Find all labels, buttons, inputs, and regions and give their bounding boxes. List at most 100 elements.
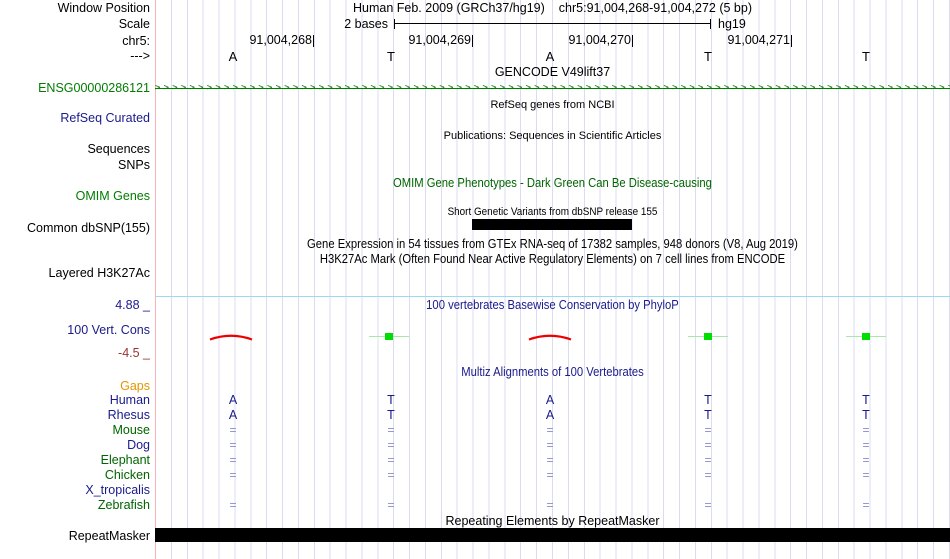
alignment-base: T <box>862 393 870 407</box>
track-title-dbsnp[interactable]: Short Genetic Variants from dbSNP releas… <box>447 206 658 218</box>
alignment-equals: = <box>546 468 554 482</box>
multiz-row-label-gaps[interactable]: Gaps <box>120 379 150 393</box>
strand-arrows-glyphs: >>>>>>>>>>>>>>>>>>>>>>>>>>>>>>>>>>>>>>>>… <box>155 83 950 93</box>
track-title-gencode[interactable]: GENCODE V49lift37 <box>494 65 611 79</box>
alignment-equals: = <box>862 498 870 512</box>
window-left-guide-line <box>155 0 156 559</box>
alignment-equals: = <box>387 438 395 452</box>
alignment-equals: = <box>862 423 870 437</box>
track-label-snps[interactable]: SNPs <box>118 158 150 172</box>
conservation-max-value: 4.88 _ <box>115 298 150 312</box>
alignment-equals: = <box>704 468 712 482</box>
alignment-base: T <box>704 408 712 422</box>
ruler-tick <box>632 35 633 47</box>
track-label-h3k27ac[interactable]: Layered H3K27Ac <box>48 266 150 280</box>
repeatmasker-item[interactable] <box>155 528 950 542</box>
ruler-position: 91,004,270 <box>568 33 631 47</box>
alignment-equals: = <box>546 498 554 512</box>
alignment-equals: = <box>387 468 395 482</box>
multiz-row-label-chicken[interactable]: Chicken <box>104 468 150 482</box>
phylop-positive-mark <box>209 334 253 341</box>
strand-direction-label: ---> <box>130 49 150 63</box>
ruler-tick <box>472 35 473 47</box>
reference-base: T <box>862 49 870 64</box>
track-title-repeatmasker[interactable]: Repeating Elements by RepeatMasker <box>445 514 660 528</box>
alignment-equals: = <box>704 498 712 512</box>
alignment-base: T <box>862 408 870 422</box>
position-header: Human Feb. 2009 (GRCh37/hg19) chr5:91,004… <box>155 1 950 15</box>
track-title-multiz[interactable]: Multiz Alignments of 100 Vertebrates <box>461 365 644 379</box>
track-title-omim[interactable]: OMIM Gene Phenotypes - Dark Green Can Be… <box>393 176 712 190</box>
alignment-equals: = <box>546 423 554 437</box>
alignment-base: A <box>228 393 238 407</box>
track-label-refseq-curated[interactable]: RefSeq Curated <box>60 111 150 125</box>
multiz-row-label-zebrafish[interactable]: Zebrafish <box>97 498 150 512</box>
genome-build: hg19 <box>718 17 746 31</box>
track-title-h3k27ac[interactable]: H3K27Ac Mark (Often Found Near Active Re… <box>319 252 786 266</box>
alignment-equals: = <box>704 438 712 452</box>
track-label-omim-genes[interactable]: OMIM Genes <box>75 189 150 203</box>
gene-strand-arrow-line[interactable]: >>>>>>>>>>>>>>>>>>>>>>>>>>>>>>>>>>>>>>>>… <box>155 82 950 94</box>
multiz-row-label-mouse[interactable]: Mouse <box>112 423 150 437</box>
track-label-sequences[interactable]: Sequences <box>87 142 150 156</box>
track-title-conservation[interactable]: 100 vertebrates Basewise Conservation by… <box>426 298 679 312</box>
reference-base: T <box>704 49 712 64</box>
alignment-equals: = <box>229 438 237 452</box>
window-position-label: Window Position <box>57 1 150 15</box>
conservation-top-line <box>155 296 950 297</box>
alignment-equals: = <box>229 468 237 482</box>
alignment-equals: = <box>546 453 554 467</box>
alignment-base: T <box>387 408 395 422</box>
multiz-row-label-x-tropicalis[interactable]: X_tropicalis <box>85 483 150 497</box>
alignment-equals: = <box>229 453 237 467</box>
track-label-dbsnp[interactable]: Common dbSNP(155) <box>27 221 150 235</box>
alignment-equals: = <box>387 423 395 437</box>
alignment-equals: = <box>387 453 395 467</box>
track-title-publications[interactable]: Publications: Sequences in Scientific Ar… <box>443 130 662 142</box>
track-title-refseq[interactable]: RefSeq genes from NCBI <box>490 99 615 111</box>
alignment-equals: = <box>704 453 712 467</box>
ruler-position: 91,004,271 <box>727 33 790 47</box>
phylop-positive-mark <box>528 334 572 341</box>
alignment-base: A <box>545 393 555 407</box>
track-title-gtex[interactable]: Gene Expression in 54 tissues from GTEx … <box>307 237 798 251</box>
ruler-position: 91,004,268 <box>249 33 312 47</box>
reference-base: A <box>228 49 238 64</box>
alignment-equals: = <box>229 423 237 437</box>
chromosome-label: chr5: <box>122 34 150 48</box>
alignment-equals: = <box>862 468 870 482</box>
alignment-equals: = <box>862 438 870 452</box>
assembly-name: Human Feb. 2009 (GRCh37/hg19) <box>353 1 545 15</box>
multiz-row-label-elephant[interactable]: Elephant <box>100 453 150 467</box>
gene-id-label[interactable]: ENSG00000286121 <box>38 81 150 95</box>
alignment-equals: = <box>546 438 554 452</box>
multiz-row-label-dog[interactable]: Dog <box>127 438 150 452</box>
alignment-equals: = <box>387 498 395 512</box>
multiz-row-label-rhesus[interactable]: Rhesus <box>107 408 150 422</box>
position-range: chr5:91,004,268-91,004,272 (5 bp) <box>558 1 752 15</box>
alignment-base: T <box>387 393 395 407</box>
reference-base: T <box>387 49 395 64</box>
alignment-equals: = <box>704 423 712 437</box>
alignment-base: A <box>545 408 555 422</box>
alignment-base: T <box>704 393 712 407</box>
scale-value: 2 bases <box>344 17 388 31</box>
phylop-negative-mark <box>369 332 409 341</box>
ruler-tick <box>791 35 792 47</box>
alignment-equals: = <box>229 498 237 512</box>
track-label-repeatmasker[interactable]: RepeatMasker <box>68 529 150 543</box>
ruler-position: 91,004,269 <box>408 33 471 47</box>
ruler-tick <box>313 35 314 47</box>
alignment-equals: = <box>862 453 870 467</box>
phylop-negative-mark <box>846 332 886 341</box>
scale-label: Scale <box>118 17 150 31</box>
scale-bar <box>394 19 711 29</box>
alignment-base: A <box>228 408 238 422</box>
conservation-min-value: -4.5 _ <box>118 346 150 360</box>
phylop-negative-mark <box>688 332 728 341</box>
track-label-conservation[interactable]: 100 Vert. Cons <box>67 323 150 337</box>
reference-base: A <box>545 49 555 64</box>
dbsnp-variant-item[interactable] <box>472 219 632 230</box>
multiz-row-label-human[interactable]: Human <box>109 393 150 407</box>
